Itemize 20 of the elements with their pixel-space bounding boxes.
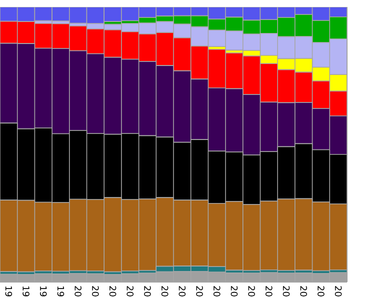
x-tick-label: 20 [213,286,220,296]
x-tick-label: 20 [161,286,168,296]
x-tick-label: 20 [266,286,272,296]
x-tick-label: 20 [300,286,308,296]
x-tick-label: 19 [22,286,30,296]
x-tick-label: 20 [109,286,116,296]
x-tick-label: 20 [282,286,290,296]
x-tick-label: 20 [74,286,82,296]
x-tick-label: 20 [178,286,186,296]
x-tick-label: 20 [334,286,342,296]
x-tick-label: 19 [5,286,12,296]
x-tick-label: 20 [126,286,134,296]
x-tick-label: 19 [57,286,64,296]
x-tick-label: 20 [248,286,255,296]
x-tick-label: 20 [196,286,203,296]
x-tick-label: 20 [318,286,324,296]
x-tick-label: 20 [144,286,151,296]
x-tick-label: 19 [40,286,47,296]
x-tick-label: 20 [92,286,99,296]
x-tick-label: 20 [230,286,238,296]
